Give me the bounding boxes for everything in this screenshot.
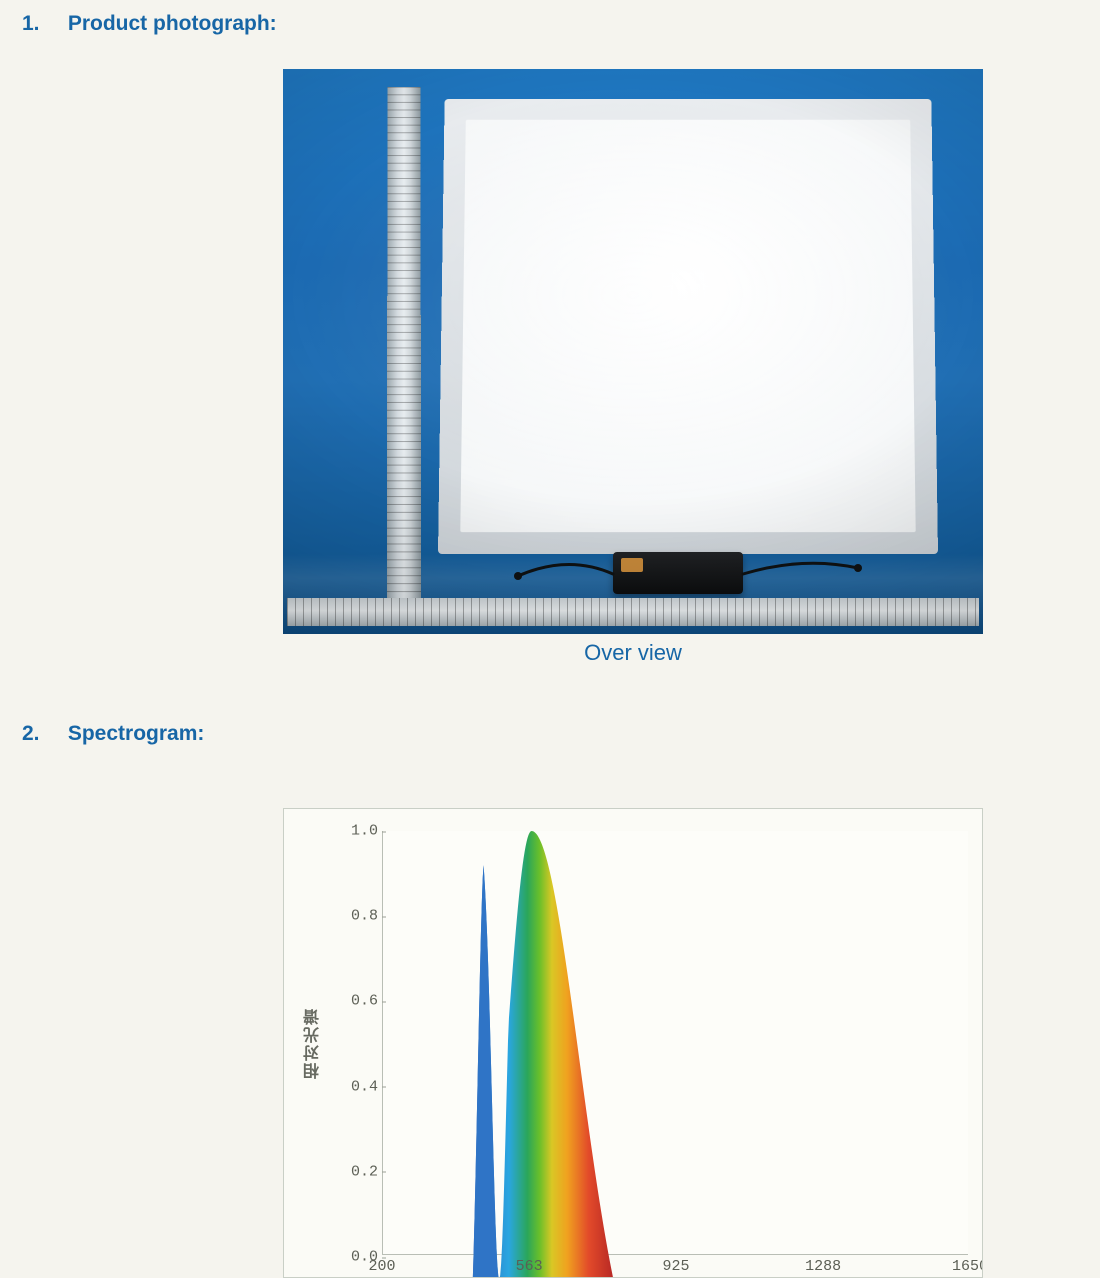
led-panel [438,99,938,554]
ytick: 0.2 [342,1163,378,1180]
xtick: 1650 [952,1258,983,1275]
xtick: 1288 [805,1258,841,1275]
spectrogram-ylabel: 相对光谱 [302,1007,326,1079]
product-photo [283,69,983,634]
heading-title-1: Product photograph: [68,12,277,35]
spectrogram-svg [382,831,968,1278]
heading-title-2: Spectrogram: [68,722,205,745]
heading-number-1: 1. [22,12,62,36]
xtick: 925 [662,1258,689,1275]
ytick: 0.8 [342,908,378,925]
spectrogram-plot [382,831,968,1255]
heading-number-2: 2. [22,722,62,746]
panel-lit-area [460,120,915,532]
heading-product-photograph: 1. Product photograph: [22,12,277,36]
xtick: 563 [516,1258,543,1275]
photo-caption: Over view [283,640,983,666]
ruler-vertical [387,87,421,611]
ytick: 0.6 [342,993,378,1010]
ytick: 0.4 [342,1078,378,1095]
xtick: 200 [368,1258,395,1275]
driver-wires [513,544,863,604]
ruler-horizontal [287,598,979,626]
spectrogram-frame: 相对光谱 0.00.20.40.60.81.020056392512881650 [283,808,983,1278]
page: 1. Product photograph: Over view 2. Spec… [0,0,1100,1278]
ytick: 1.0 [342,823,378,840]
heading-spectrogram: 2. Spectrogram: [22,722,204,746]
